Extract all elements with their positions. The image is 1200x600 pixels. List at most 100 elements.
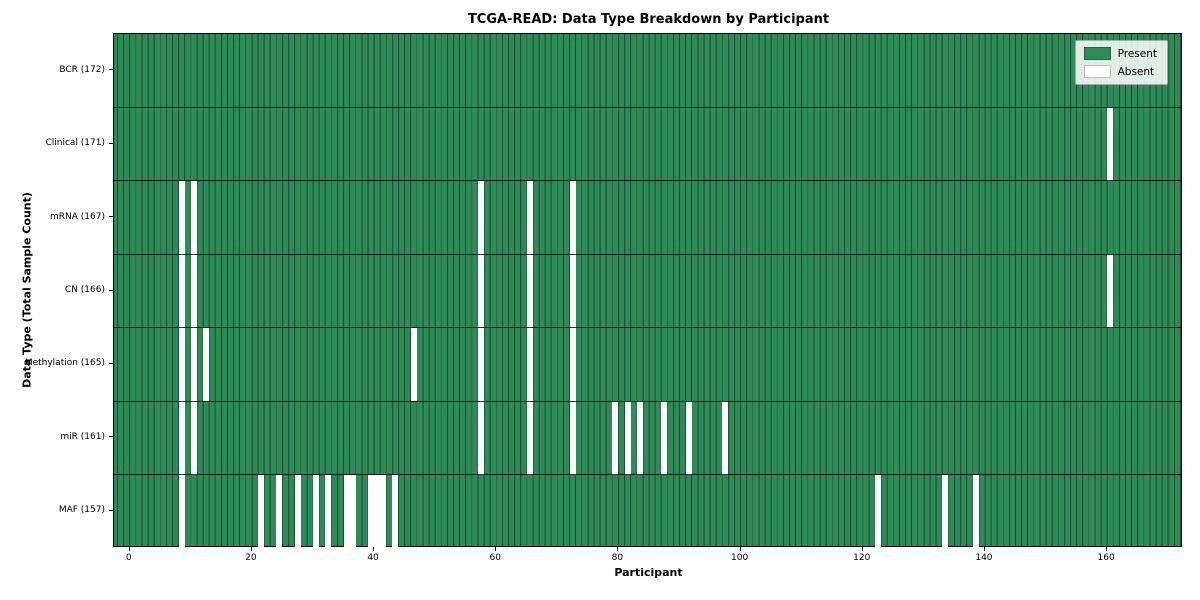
- x-tick-label: 140: [975, 553, 993, 563]
- x-tick-mark: [373, 547, 375, 551]
- legend-absent-label: Absent: [1117, 65, 1155, 78]
- absent-cell: [636, 401, 643, 475]
- absent-cell: [477, 327, 484, 402]
- absent-cell: [190, 180, 197, 255]
- row-boundary-line-overlay: [114, 474, 1181, 476]
- x-tick-label: 20: [245, 553, 257, 563]
- absent-cell: [569, 401, 576, 475]
- chart-title: TCGA-READ: Data Type Breakdown by Partic…: [467, 12, 830, 27]
- absent-cell: [257, 474, 265, 548]
- x-tick-label: 100: [731, 553, 749, 563]
- absent-cell: [612, 401, 619, 475]
- y-tick-mark: [109, 436, 113, 438]
- row-boundary-line: [114, 400, 1181, 402]
- plot-area: Present Absent: [113, 33, 1182, 548]
- absent-cell: [972, 474, 979, 548]
- y-tick-label: CN (166): [64, 285, 105, 295]
- row-boundary-line: [114, 474, 1181, 476]
- row-boundary-line-overlay: [114, 327, 1181, 329]
- absent-cell: [410, 327, 417, 402]
- absent-cell: [190, 401, 197, 475]
- absent-cell: [1107, 254, 1114, 328]
- x-tick-mark: [1106, 547, 1108, 551]
- absent-cell: [477, 180, 484, 255]
- y-tick-mark: [109, 216, 113, 218]
- x-tick-mark: [861, 547, 863, 551]
- y-tick-label: Clinical (171): [45, 138, 105, 149]
- row-boundary-line-overlay: [114, 253, 1181, 255]
- y-tick-label: BCR (172): [59, 64, 105, 75]
- absent-cell: [685, 401, 692, 475]
- absent-cell: [526, 254, 533, 328]
- absent-cell: [294, 474, 301, 548]
- absent-cell: [526, 180, 533, 255]
- absent-cell: [1107, 107, 1114, 181]
- absent-cell: [343, 474, 350, 548]
- legend-entry-absent: Absent: [1083, 65, 1157, 78]
- legend-entry-present: Present: [1083, 47, 1157, 60]
- legend-present-label: Present: [1117, 47, 1157, 60]
- y-tick-mark: [109, 142, 113, 144]
- row-boundary-line: [114, 180, 1181, 182]
- x-tick-label: 60: [489, 553, 501, 563]
- absent-cell: [190, 254, 197, 328]
- absent-swatch: [1083, 65, 1111, 78]
- y-tick-label: Methylation (165): [24, 358, 105, 369]
- absent-cell: [380, 474, 387, 548]
- absent-cell: [178, 327, 185, 402]
- row-boundary-line-overlay: [114, 106, 1181, 108]
- row-boundary-line: [114, 106, 1181, 108]
- y-tick-mark: [109, 362, 113, 364]
- x-tick-mark: [128, 547, 130, 551]
- y-tick-label: mRNA (167): [50, 211, 105, 222]
- absent-cell: [374, 474, 381, 548]
- absent-cell: [349, 474, 356, 548]
- absent-cell: [942, 474, 949, 548]
- absent-cell: [477, 401, 484, 475]
- x-tick-label: 160: [1097, 553, 1115, 563]
- x-tick-label: 80: [611, 553, 624, 563]
- absent-cell: [392, 474, 399, 548]
- absent-cell: [722, 401, 729, 475]
- participant-gridlines: [114, 34, 1181, 546]
- y-tick-mark: [109, 69, 113, 71]
- absent-cell: [569, 180, 576, 255]
- x-tick-label: 120: [853, 553, 871, 563]
- absent-cell: [367, 474, 375, 548]
- present-swatch: [1083, 47, 1111, 60]
- legend: Present Absent: [1074, 40, 1168, 85]
- absent-cell: [178, 401, 185, 475]
- x-tick-mark: [250, 547, 252, 551]
- absent-cell: [203, 327, 210, 402]
- absent-cell: [190, 327, 197, 402]
- y-tick-mark: [109, 289, 113, 291]
- absent-cell: [874, 474, 882, 548]
- absent-cell: [569, 254, 576, 328]
- absent-cell: [526, 401, 533, 475]
- absent-cell: [178, 474, 185, 548]
- x-tick-label: 40: [367, 553, 379, 563]
- x-tick-mark: [617, 547, 619, 551]
- x-tick-mark: [495, 547, 497, 551]
- x-tick-mark: [983, 547, 985, 551]
- absent-cell: [569, 327, 576, 402]
- absent-cell: [477, 254, 484, 328]
- row-boundary-line: [114, 253, 1181, 255]
- y-tick-label: miR (161): [60, 431, 105, 442]
- row-boundary-line-overlay: [114, 180, 1181, 182]
- x-tick-label: 0: [125, 553, 132, 563]
- row-boundary-line: [114, 327, 1181, 329]
- absent-cell: [178, 254, 185, 328]
- absent-cell: [178, 180, 185, 255]
- y-tick-label: MAF (157): [58, 505, 105, 516]
- absent-cell: [276, 474, 283, 548]
- absent-cell: [312, 474, 320, 548]
- y-tick-mark: [109, 509, 113, 511]
- absent-cell: [661, 401, 668, 475]
- x-axis-label: Participant: [614, 566, 683, 579]
- absent-cell: [325, 474, 332, 548]
- absent-cell: [526, 327, 533, 402]
- absent-cell: [624, 401, 631, 475]
- row-boundary-line-overlay: [114, 400, 1181, 402]
